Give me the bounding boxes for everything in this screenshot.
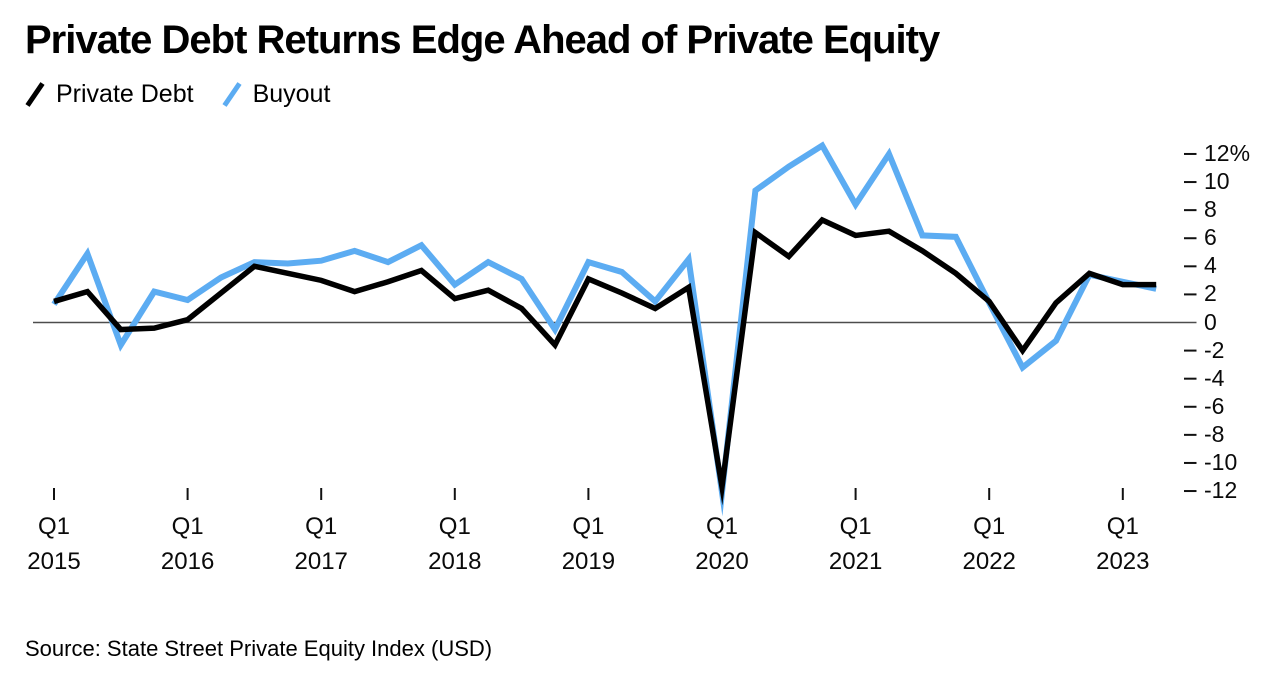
series-line-private-debt — [53, 216, 1157, 506]
legend-label: Buyout — [252, 80, 331, 108]
line-swatch-icon — [25, 82, 45, 107]
chart-title: Private Debt Returns Edge Ahead of Priva… — [25, 18, 940, 62]
legend-item-buyout: Buyout — [221, 80, 331, 109]
line-swatch-stroke — [221, 82, 242, 107]
line-swatch-stroke — [25, 82, 45, 107]
line-swatch-icon — [221, 82, 242, 107]
legend: Private Debt Buyout — [25, 80, 330, 109]
series-line-buyout — [51, 141, 1157, 517]
source-note: Source: State Street Private Equity Inde… — [25, 636, 493, 661]
legend-label: Private Debt — [56, 80, 194, 108]
legend-item-private-debt: Private Debt — [25, 80, 194, 109]
